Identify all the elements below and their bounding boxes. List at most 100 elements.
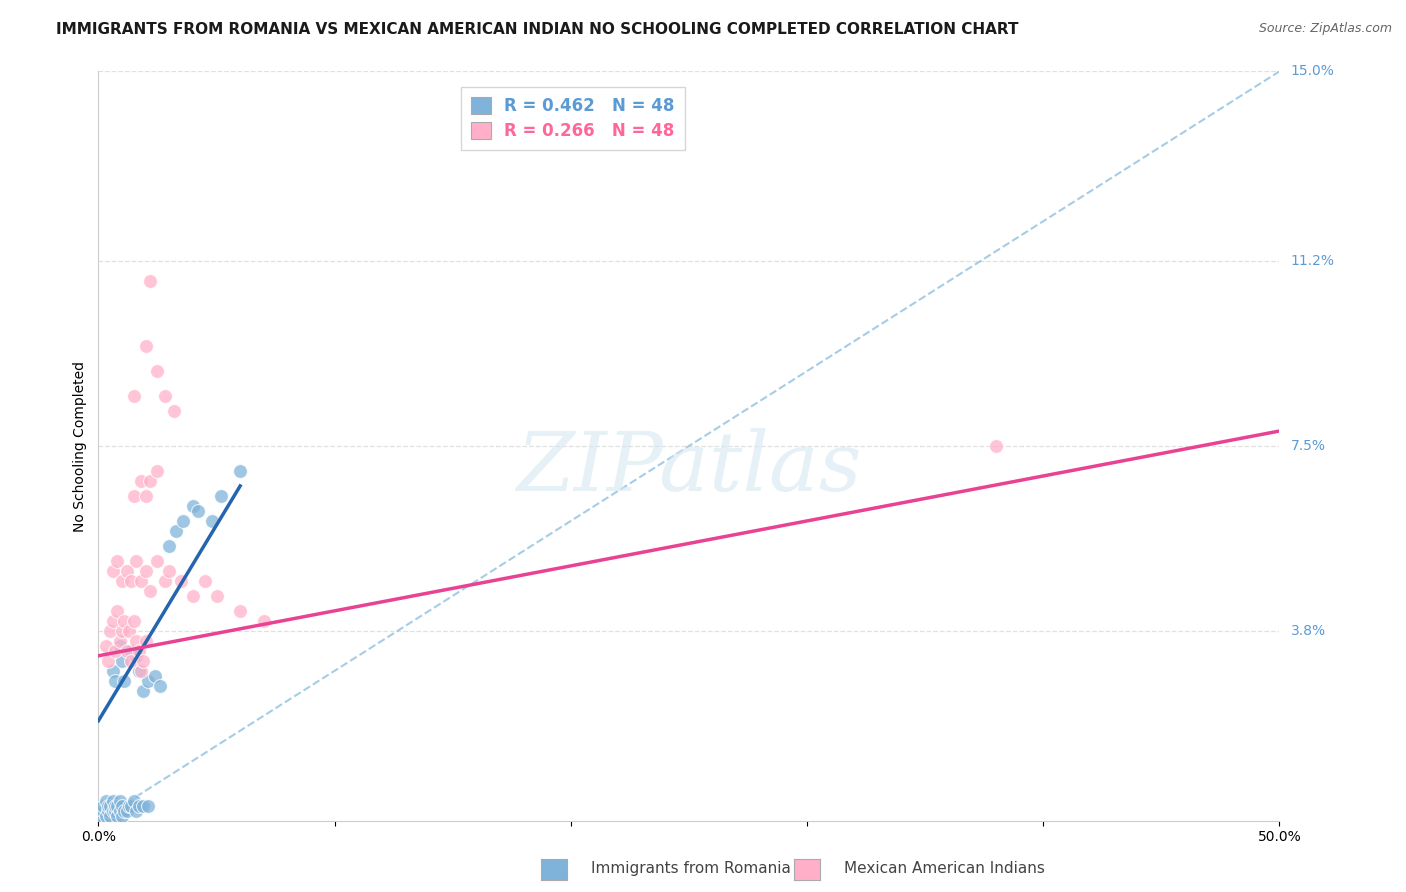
Point xyxy=(129,474,152,488)
Point xyxy=(187,504,209,518)
Point xyxy=(253,614,276,628)
Point xyxy=(170,574,193,588)
Point xyxy=(139,583,162,598)
Point xyxy=(125,554,148,568)
Point xyxy=(209,489,232,503)
Point xyxy=(118,624,141,638)
Point xyxy=(153,389,176,403)
Y-axis label: No Schooling Completed: No Schooling Completed xyxy=(73,360,87,532)
Text: 7.5%: 7.5% xyxy=(1291,439,1326,453)
Point xyxy=(97,804,120,818)
Point xyxy=(149,679,172,693)
Point xyxy=(108,633,131,648)
Point xyxy=(194,574,217,588)
Point xyxy=(115,804,138,818)
Point xyxy=(105,554,128,568)
Point xyxy=(125,804,148,818)
Point xyxy=(135,489,157,503)
Point xyxy=(101,794,124,808)
Point xyxy=(181,499,204,513)
Point xyxy=(201,514,224,528)
Point xyxy=(97,654,120,668)
Point xyxy=(111,808,134,822)
Point xyxy=(205,589,228,603)
Point xyxy=(135,633,157,648)
Point xyxy=(146,464,169,478)
Point xyxy=(91,804,114,818)
Point xyxy=(98,624,121,638)
Text: Mexican American Indians: Mexican American Indians xyxy=(844,861,1045,876)
Point xyxy=(136,673,159,688)
Point xyxy=(121,798,143,813)
Point xyxy=(118,798,141,813)
Point xyxy=(115,644,138,658)
Point xyxy=(146,554,169,568)
Point xyxy=(125,633,148,648)
Point xyxy=(111,798,134,813)
Point xyxy=(98,798,121,813)
Point xyxy=(132,654,155,668)
Point xyxy=(98,808,121,822)
Point xyxy=(112,804,135,818)
Point xyxy=(153,574,176,588)
Point xyxy=(101,564,124,578)
Point xyxy=(121,654,143,668)
Point xyxy=(139,474,162,488)
Point xyxy=(122,389,145,403)
Point xyxy=(121,574,143,588)
Point xyxy=(229,604,252,618)
Point xyxy=(229,464,252,478)
Point xyxy=(108,794,131,808)
Point xyxy=(94,808,117,822)
Point xyxy=(91,798,114,813)
Point xyxy=(122,794,145,808)
Point xyxy=(105,798,128,813)
Point xyxy=(157,564,180,578)
Point xyxy=(136,798,159,813)
Point xyxy=(104,804,127,818)
Point xyxy=(105,808,128,822)
Legend: R = 0.462   N = 48, R = 0.266   N = 48: R = 0.462 N = 48, R = 0.266 N = 48 xyxy=(461,87,685,150)
Point xyxy=(132,683,155,698)
Point xyxy=(111,574,134,588)
Point xyxy=(143,669,166,683)
Point xyxy=(108,639,131,653)
Point xyxy=(112,614,135,628)
Point xyxy=(111,654,134,668)
Point xyxy=(139,274,162,288)
Point xyxy=(125,648,148,663)
Point xyxy=(163,404,186,418)
Point xyxy=(128,798,150,813)
Text: IMMIGRANTS FROM ROMANIA VS MEXICAN AMERICAN INDIAN NO SCHOOLING COMPLETED CORREL: IMMIGRANTS FROM ROMANIA VS MEXICAN AMERI… xyxy=(56,22,1019,37)
Point xyxy=(108,804,131,818)
Point xyxy=(132,798,155,813)
Point xyxy=(104,673,127,688)
Point xyxy=(122,614,145,628)
Text: ZIPatlas: ZIPatlas xyxy=(516,428,862,508)
Point xyxy=(101,664,124,678)
Point xyxy=(128,644,150,658)
Point xyxy=(90,808,112,822)
Point xyxy=(157,539,180,553)
Point xyxy=(135,339,157,353)
Point xyxy=(129,574,152,588)
Point xyxy=(128,664,150,678)
Point xyxy=(94,794,117,808)
Point xyxy=(135,564,157,578)
Text: 11.2%: 11.2% xyxy=(1291,254,1334,268)
Point xyxy=(111,624,134,638)
Point xyxy=(165,524,187,538)
Point xyxy=(112,673,135,688)
Text: Source: ZipAtlas.com: Source: ZipAtlas.com xyxy=(1258,22,1392,36)
Point xyxy=(115,564,138,578)
Text: 3.8%: 3.8% xyxy=(1291,624,1326,638)
Point xyxy=(101,804,124,818)
Point xyxy=(94,639,117,653)
Point xyxy=(146,364,169,378)
Text: Immigrants from Romania: Immigrants from Romania xyxy=(591,861,790,876)
Point xyxy=(101,614,124,628)
Point xyxy=(97,798,120,813)
Point xyxy=(104,798,127,813)
Point xyxy=(181,589,204,603)
Point xyxy=(105,604,128,618)
